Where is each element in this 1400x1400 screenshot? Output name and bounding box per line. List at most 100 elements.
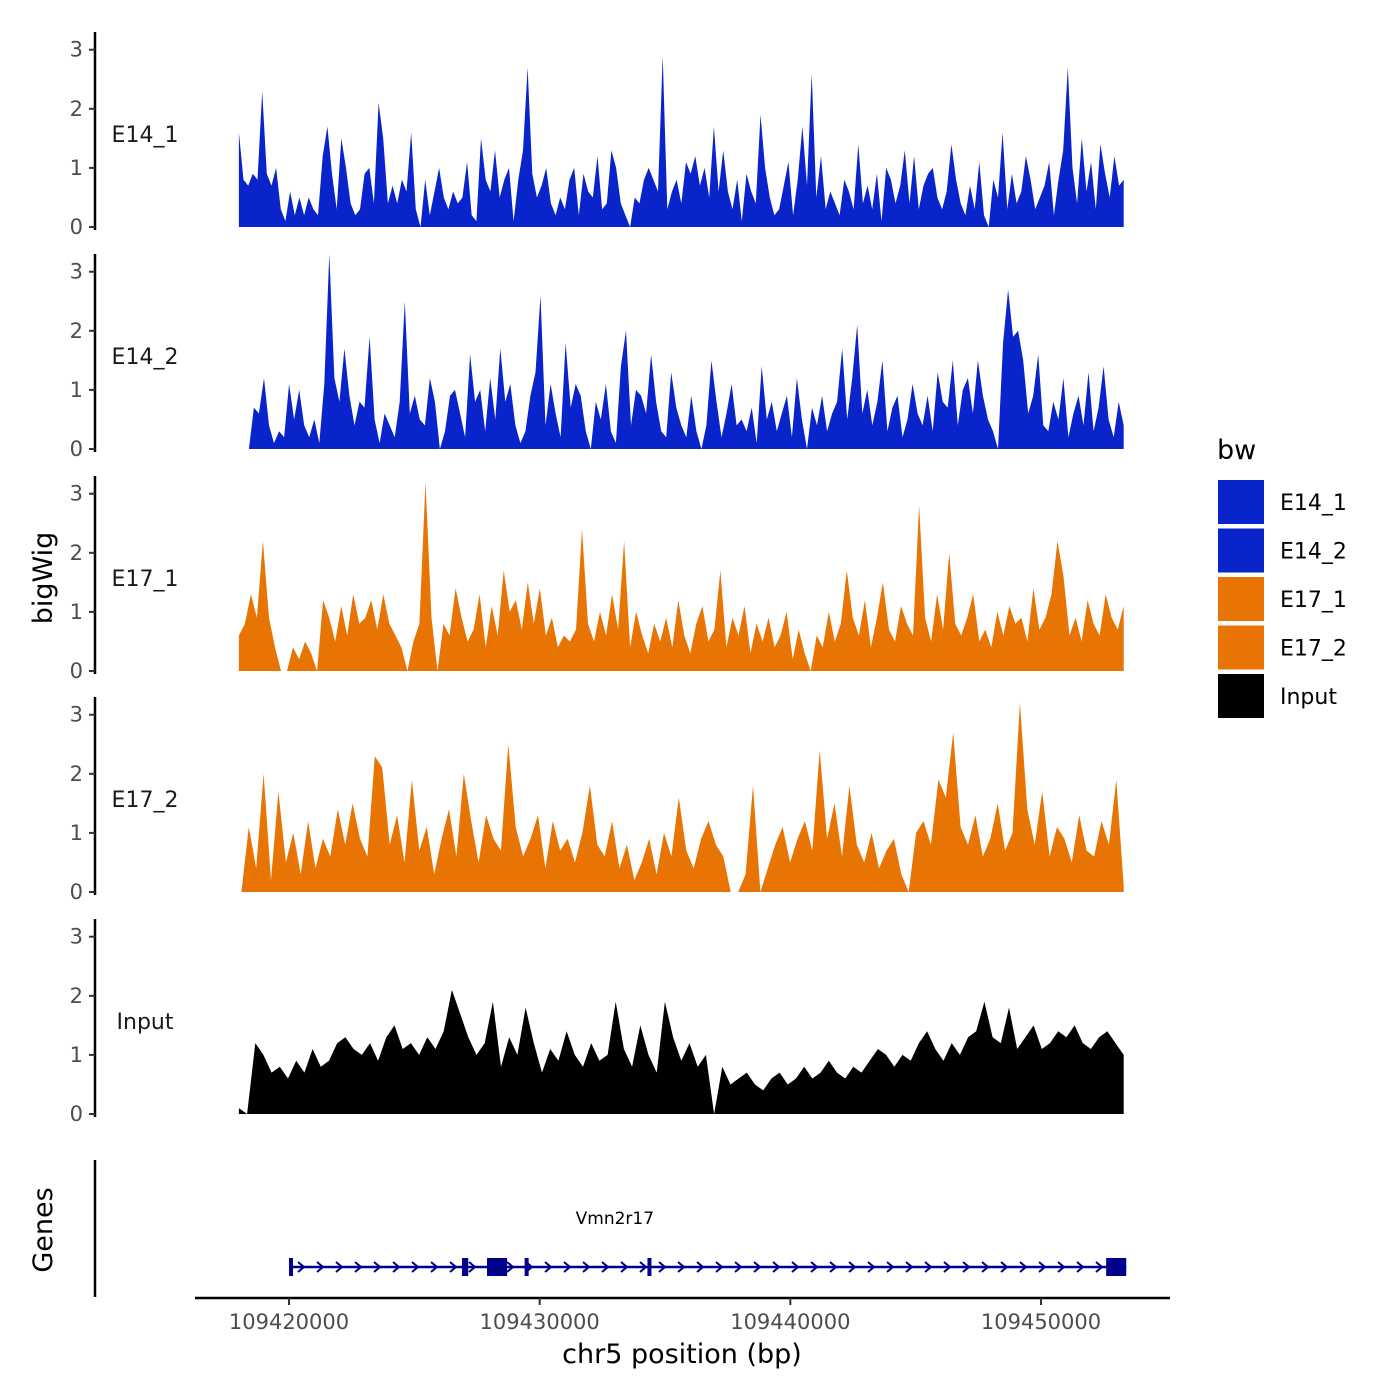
track-panel-e17_2: 0 1 2 3 E17_2 (70, 697, 1124, 904)
y-tick-label: 3 (70, 260, 83, 284)
strand-arrow (354, 1261, 363, 1273)
y-tick-label: 0 (70, 1102, 83, 1126)
legend: bw E14_1 E14_2 E17_1 E17_2 Input (1217, 435, 1347, 718)
strand-arrow (981, 1261, 990, 1273)
y-tick-label: 2 (70, 762, 83, 786)
strand-arrow (506, 1261, 515, 1273)
y-tick-label: 3 (70, 925, 83, 949)
strand-arrow (658, 1261, 667, 1273)
strand-arrow (468, 1261, 477, 1273)
track-label-e17_2: E17_2 (112, 788, 179, 813)
gene-exon (647, 1258, 652, 1276)
strand-arrow (411, 1261, 420, 1273)
strand-arrow (886, 1261, 895, 1273)
strand-arrow (430, 1261, 439, 1273)
y-tick-label: 0 (70, 659, 83, 683)
x-tick-label: 109430000 (480, 1310, 600, 1334)
y-tick-label: 2 (70, 319, 83, 343)
strand-arrow (1057, 1261, 1066, 1273)
gene-exon (487, 1258, 508, 1276)
strand-arrow (1000, 1261, 1009, 1273)
coverage-area-e17_2 (241, 702, 1124, 892)
strand-arrow (924, 1261, 933, 1273)
y-tick-label: 1 (70, 156, 83, 180)
strand-arrow (905, 1261, 914, 1273)
y-tick-label: 1 (70, 1043, 83, 1067)
y-tick-label: 1 (70, 378, 83, 402)
x-axis: 109420000 109430000 109440000 109450000 (195, 1296, 1170, 1334)
track-label-e14_1: E14_1 (112, 123, 179, 148)
strand-arrow (829, 1261, 838, 1273)
y-tick-label: 0 (70, 215, 83, 239)
legend-swatch-e17_2 (1218, 625, 1264, 670)
strand-arrow (1076, 1261, 1085, 1273)
legend-title: bw (1217, 435, 1256, 466)
x-tick-label: 109440000 (730, 1310, 850, 1334)
genes-panel: Vmn2r17 (93, 1160, 1127, 1297)
strand-arrow (734, 1261, 743, 1273)
y-axis-title-genes: Genes (28, 1187, 59, 1272)
strand-arrow (1038, 1261, 1047, 1273)
coverage-area-e14_1 (238, 55, 1124, 227)
strand-arrow (563, 1261, 572, 1273)
y-tick-label: 2 (70, 97, 83, 121)
strand-arrow (810, 1261, 819, 1273)
strand-arrow (962, 1261, 971, 1273)
track-panel-e14_1: 0 1 2 3 E14_1 (70, 32, 1124, 239)
gene-exon (1106, 1258, 1127, 1276)
y-tick-label: 0 (70, 437, 83, 461)
strand-arrow (791, 1261, 800, 1273)
track-panel-input: 0 1 2 3 Input (70, 919, 1124, 1126)
x-tick-label: 109420000 (229, 1310, 349, 1334)
strand-arrow (1019, 1261, 1028, 1273)
y-tick-label: 2 (70, 541, 83, 565)
y-tick-label: 3 (70, 482, 83, 506)
strand-arrow (392, 1261, 401, 1273)
strand-arrow (943, 1261, 952, 1273)
legend-label-e14_1: E14_1 (1280, 491, 1347, 516)
coverage-area-e17_1 (238, 481, 1124, 671)
strand-arrow (1095, 1261, 1104, 1273)
legend-swatch-e14_1 (1218, 480, 1264, 524)
track-label-input: Input (117, 1010, 174, 1035)
legend-label-e17_1: E17_1 (1280, 588, 1347, 613)
track-label-e14_2: E14_2 (112, 345, 179, 370)
legend-label-e14_2: E14_2 (1280, 540, 1347, 565)
coverage-area-e14_2 (248, 254, 1124, 449)
strand-arrow (316, 1261, 325, 1273)
track-panel-e17_1: 0 1 2 3 E17_1 (70, 476, 1124, 683)
strand-arrow (677, 1261, 686, 1273)
strand-arrow (867, 1261, 876, 1273)
strand-arrow (639, 1261, 648, 1273)
strand-arrow (601, 1261, 610, 1273)
strand-arrow (696, 1261, 705, 1273)
legend-swatch-input (1218, 674, 1264, 718)
x-axis-title: chr5 position (bp) (562, 1339, 802, 1370)
strand-arrow (848, 1261, 857, 1273)
gene-exon (461, 1258, 469, 1276)
y-tick-label: 0 (70, 880, 83, 904)
track-label-e17_1: E17_1 (112, 567, 179, 592)
strand-arrow (544, 1261, 553, 1273)
strand-arrow (335, 1261, 344, 1273)
legend-label-input: Input (1280, 685, 1337, 710)
y-axis-title-bigwig: bigWig (28, 532, 59, 625)
strand-arrow (772, 1261, 781, 1273)
strand-arrow (582, 1261, 591, 1273)
gene-exon (524, 1258, 529, 1276)
y-tick-label: 3 (70, 38, 83, 62)
strand-arrow (373, 1261, 382, 1273)
y-tick-label: 1 (70, 821, 83, 845)
legend-label-e17_2: E17_2 (1280, 637, 1347, 662)
y-tick-label: 2 (70, 984, 83, 1008)
gene-label: Vmn2r17 (576, 1209, 654, 1229)
gene-exon (289, 1258, 293, 1276)
coverage-area-input (238, 989, 1124, 1114)
y-tick-label: 3 (70, 703, 83, 727)
x-tick-label: 109450000 (981, 1310, 1101, 1334)
y-tick-label: 1 (70, 600, 83, 624)
strand-arrow (715, 1261, 724, 1273)
strand-arrow (753, 1261, 762, 1273)
bigwig-track-panels: 0 1 2 3 E14_1 0 1 2 3 E14_2 0 1 2 3 E17_1 0 1 2 3 E17_2 0 1 2 3… (70, 32, 1124, 1126)
